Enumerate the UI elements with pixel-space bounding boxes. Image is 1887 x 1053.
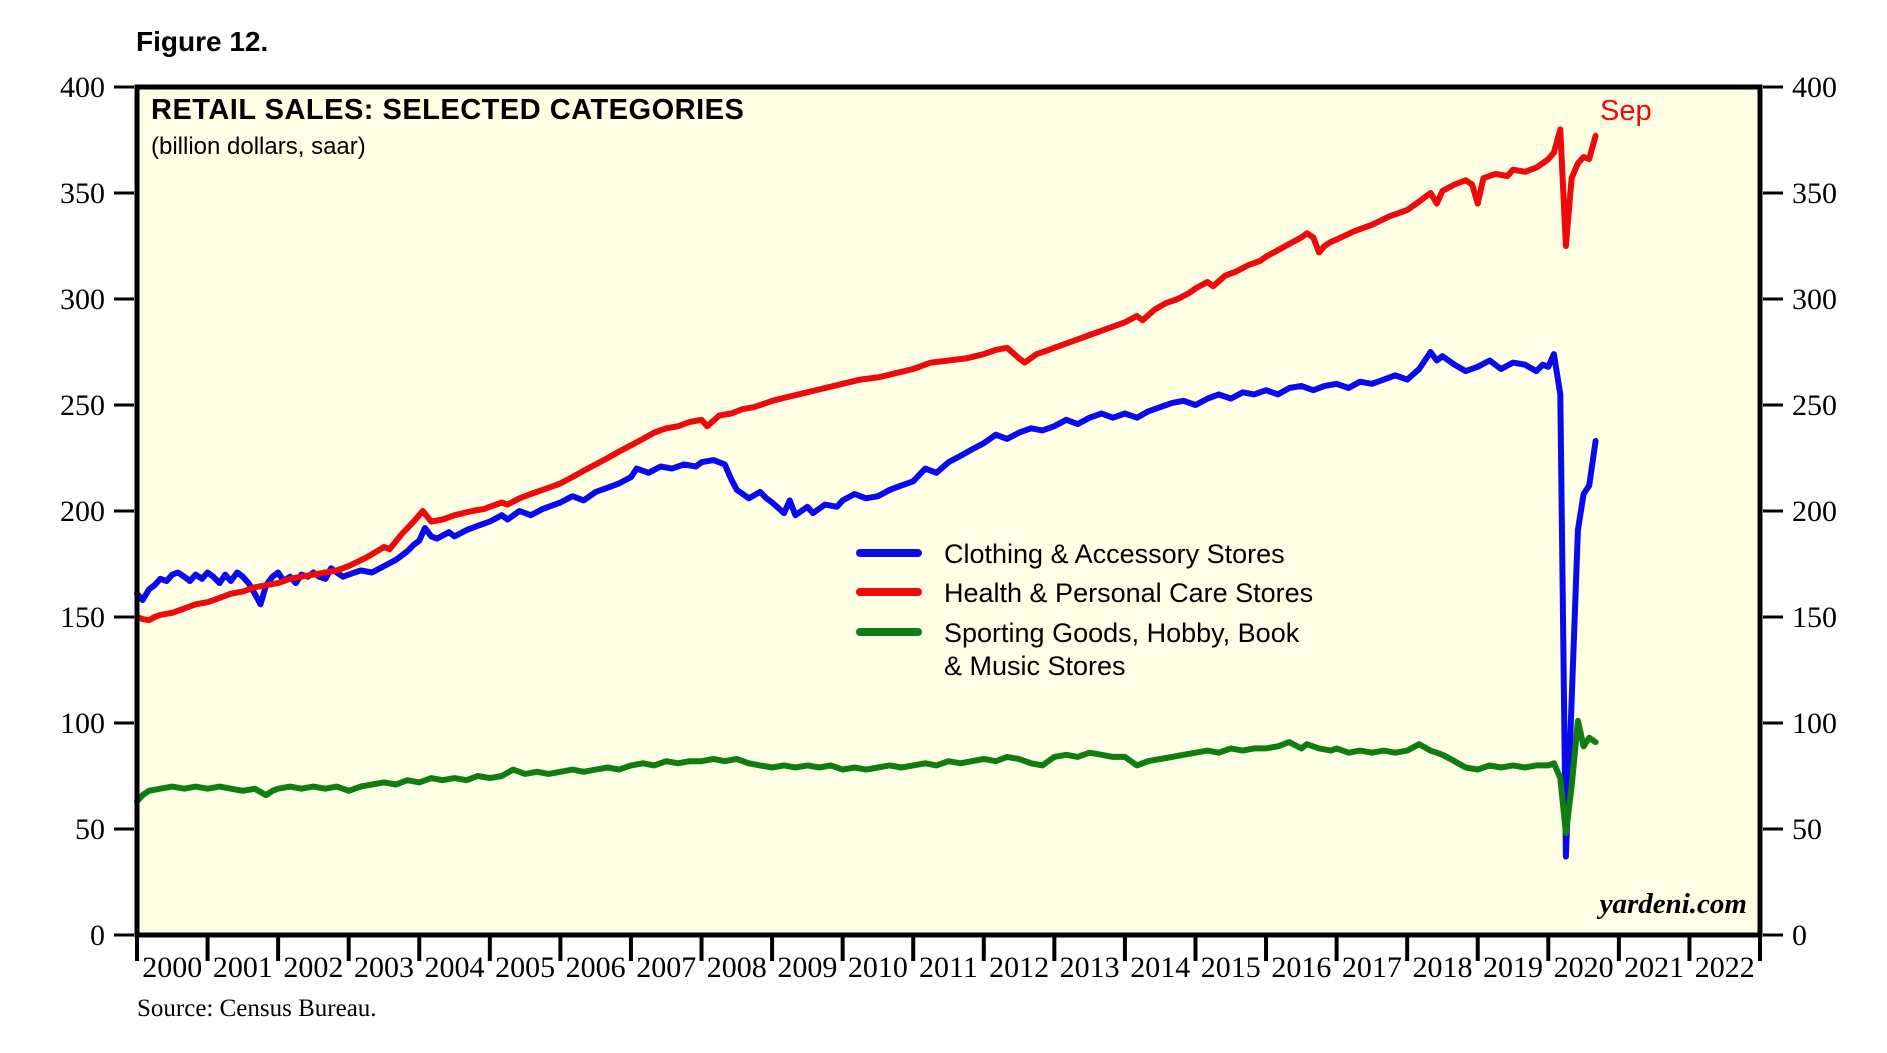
y-tick-label-right: 400 bbox=[1792, 71, 1837, 104]
x-tick-label: 2015 bbox=[1201, 951, 1261, 984]
x-tick-label: 2005 bbox=[495, 951, 555, 984]
x-tick-label: 2018 bbox=[1412, 951, 1472, 984]
x-tick-label: 2003 bbox=[354, 951, 414, 984]
x-tick-label: 2004 bbox=[425, 951, 485, 984]
x-tick-label: 2007 bbox=[636, 951, 696, 984]
legend-label: Health & Personal Care Stores bbox=[944, 578, 1314, 609]
x-tick-label: 2011 bbox=[919, 951, 978, 984]
x-tick-label: 2014 bbox=[1130, 951, 1190, 984]
x-tick-label: 2021 bbox=[1624, 951, 1684, 984]
y-tick-label-right: 350 bbox=[1792, 177, 1837, 210]
legend-swatch-green-line-icon bbox=[856, 627, 922, 636]
legend-item-health: Health & Personal Care Stores bbox=[856, 577, 1324, 610]
y-tick-label-left: 350 bbox=[60, 177, 105, 210]
y-tick-label-left: 150 bbox=[60, 601, 105, 634]
series-line-2 bbox=[134, 717, 1599, 837]
chart-subtitle: (billion dollars, saar) bbox=[151, 133, 366, 160]
y-tick-label-left: 400 bbox=[60, 71, 105, 104]
legend-swatch-blue-line-icon bbox=[856, 549, 922, 557]
x-tick-label: 2000 bbox=[142, 951, 202, 984]
x-tick-label: 2009 bbox=[777, 951, 837, 984]
legend-item-sporting: Sporting Goods, Hobby, Book & Music Stor… bbox=[856, 617, 1324, 684]
y-tick-label-right: 300 bbox=[1792, 283, 1837, 316]
sep-data-label: Sep bbox=[1600, 95, 1652, 127]
x-tick-label: 2019 bbox=[1483, 951, 1543, 984]
x-tick-label: 2006 bbox=[566, 951, 626, 984]
y-tick-label-right: 50 bbox=[1792, 813, 1822, 846]
legend-label: Clothing & Accessory Stores bbox=[944, 539, 1285, 569]
y-tick-label-left: 300 bbox=[60, 283, 105, 316]
legend-label: Sporting Goods, Hobby, Book & Music Stor… bbox=[944, 617, 1300, 682]
series-line-1 bbox=[134, 126, 1599, 624]
y-tick-label-right: 0 bbox=[1792, 919, 1807, 952]
y-tick-label-left: 250 bbox=[60, 389, 105, 422]
y-tick-label-right: 150 bbox=[1792, 601, 1837, 634]
y-tick-label-left: 50 bbox=[75, 813, 105, 846]
x-tick-label: 2013 bbox=[1060, 951, 1120, 984]
plot-area bbox=[137, 87, 1760, 935]
x-tick-label: 2010 bbox=[848, 951, 908, 984]
x-tick-label: 2008 bbox=[707, 951, 767, 984]
y-tick-label-left: 0 bbox=[90, 919, 105, 952]
x-tick-label: 2016 bbox=[1271, 951, 1331, 984]
y-tick-label-left: 200 bbox=[60, 495, 105, 528]
x-tick-label: 2022 bbox=[1695, 951, 1755, 984]
legend-item-clothing: Clothing & Accessory Stores bbox=[856, 538, 1324, 571]
chart-legend: Clothing & Accessory Stores Health & Per… bbox=[856, 538, 1324, 684]
y-tick-label-right: 100 bbox=[1792, 707, 1837, 740]
legend-swatch-red-line-icon bbox=[856, 588, 922, 597]
figure-label: Figure 12. bbox=[136, 26, 269, 57]
x-tick-label: 2001 bbox=[213, 951, 273, 984]
y-tick-label-left: 100 bbox=[60, 707, 105, 740]
y-tick-label-right: 250 bbox=[1792, 389, 1837, 422]
plot-border bbox=[134, 84, 1763, 938]
y-tick-label-right: 200 bbox=[1792, 495, 1837, 528]
x-tick-label: 2017 bbox=[1342, 951, 1402, 984]
x-tick-label: 2012 bbox=[989, 951, 1049, 984]
x-tick-label: 2002 bbox=[283, 951, 343, 984]
yardeni-watermark: yardeni.com bbox=[1599, 888, 1747, 920]
chart-title: RETAIL SALES: SELECTED CATEGORIES bbox=[151, 94, 745, 126]
x-tick-label: 2020 bbox=[1554, 951, 1614, 984]
source-note: Source: Census Bureau. bbox=[137, 995, 377, 1022]
